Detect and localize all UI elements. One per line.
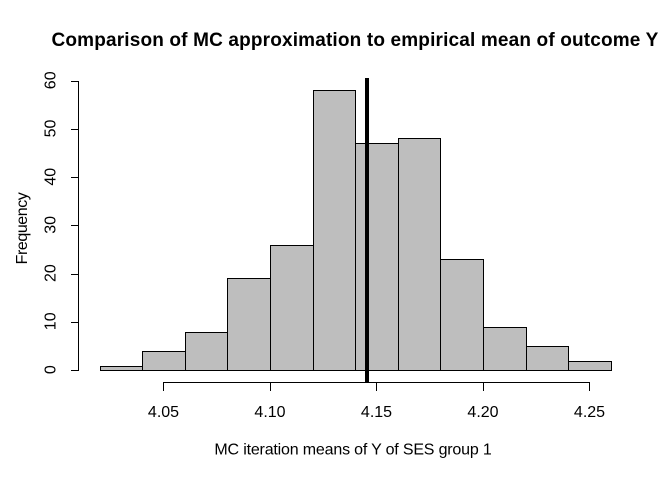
svg-text:10: 10 bbox=[42, 312, 59, 330]
svg-text:MC iteration means of Y of SES: MC iteration means of Y of SES group 1 bbox=[214, 441, 491, 458]
svg-text:4.15: 4.15 bbox=[361, 404, 392, 421]
svg-text:30: 30 bbox=[42, 216, 59, 234]
svg-text:4.25: 4.25 bbox=[574, 404, 605, 421]
svg-text:40: 40 bbox=[42, 168, 59, 186]
svg-text:Frequency: Frequency bbox=[14, 192, 31, 264]
svg-text:4.20: 4.20 bbox=[467, 404, 498, 421]
svg-text:50: 50 bbox=[42, 120, 59, 138]
svg-text:4.05: 4.05 bbox=[148, 404, 179, 421]
svg-text:60: 60 bbox=[42, 71, 59, 89]
svg-text:Comparison of MC approximation: Comparison of MC approximation to empiri… bbox=[52, 30, 659, 51]
svg-text:4.10: 4.10 bbox=[254, 404, 285, 421]
svg-text:0: 0 bbox=[42, 365, 59, 374]
svg-text:20: 20 bbox=[42, 264, 59, 282]
